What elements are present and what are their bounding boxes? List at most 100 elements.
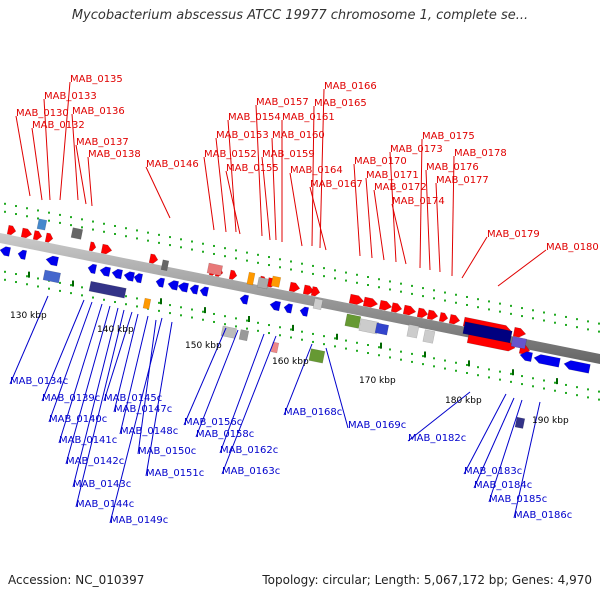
forward-gene-label: MAB_0146	[146, 159, 199, 170]
scale-tick	[169, 312, 171, 315]
scale-tick	[378, 346, 380, 349]
reverse-gene-arrow	[533, 354, 561, 368]
scale-tick	[389, 280, 391, 283]
scale-tick	[48, 287, 50, 290]
reverse-gene-arrow	[45, 255, 59, 267]
connector-line	[289, 172, 303, 247]
reverse-gene-label: MAB_0150c	[138, 446, 196, 457]
scale-tick	[444, 367, 446, 370]
scale-tick	[345, 347, 347, 350]
forward-gene-arrow	[402, 304, 417, 316]
scale-label: 190 kbp	[532, 416, 569, 426]
connector-line	[109, 317, 163, 524]
major-tick	[204, 307, 206, 314]
scale-tick	[587, 388, 589, 391]
scale-tick	[136, 229, 138, 232]
forward-gene-label: MAB_0167	[310, 179, 363, 190]
scale-tick	[554, 313, 556, 316]
reverse-gene-arrow	[133, 273, 144, 284]
forward-gene-label: MAB_0176	[426, 162, 479, 173]
scale-tick	[466, 363, 468, 366]
forward-gene-label: MAB_0166	[324, 81, 377, 92]
reverse-gene-arrow	[519, 351, 533, 362]
scale-tick	[444, 359, 446, 362]
feature-box	[270, 341, 280, 354]
scale-tick	[422, 363, 424, 366]
scale-tick	[433, 365, 435, 368]
scale-tick	[378, 278, 380, 281]
scale-tick	[356, 341, 358, 344]
scale-tick	[565, 315, 567, 318]
connector-line	[58, 303, 103, 444]
connector-line	[255, 104, 263, 237]
feature-box	[374, 322, 390, 336]
scale-tick	[257, 253, 259, 256]
reverse-gene-label: MAB_0143c	[73, 479, 131, 490]
scale-tick	[235, 317, 237, 320]
scale-tick	[213, 244, 215, 247]
scale-tick	[367, 344, 369, 347]
scale-label: 150 kbp	[185, 341, 222, 351]
scale-tick	[235, 257, 237, 260]
connector-line	[72, 307, 119, 488]
reverse-gene-label: MAB_0162c	[220, 445, 278, 456]
forward-gene-arrow	[88, 241, 97, 252]
connector-line	[473, 397, 515, 489]
scale-tick	[323, 335, 325, 338]
scale-tick	[103, 230, 105, 233]
topology-summary: Topology: circular; Length: 5,067,172 bp…	[262, 573, 592, 587]
connector-line	[221, 335, 277, 475]
connector-line	[145, 321, 173, 477]
scale-label: 180 kbp	[445, 396, 482, 406]
scale-tick	[598, 398, 600, 401]
scale-tick	[543, 387, 545, 390]
forward-gene-arrow	[426, 309, 439, 320]
scale-tick	[433, 357, 435, 360]
forward-gene-arrow	[438, 312, 449, 323]
feature-box	[238, 329, 250, 342]
reverse-gene-arrow	[0, 246, 11, 257]
scale-label: 130 kbp	[10, 311, 47, 321]
connector-line	[41, 299, 85, 402]
scale-tick	[532, 317, 534, 320]
scale-tick	[488, 308, 490, 311]
major-tick	[72, 280, 74, 287]
connector-line	[497, 249, 547, 287]
forward-gene-label: MAB_0132	[32, 120, 85, 131]
map-title: Mycobacterium abscessus ATCC 19977 chrom…	[71, 8, 529, 23]
major-tick	[248, 316, 250, 323]
connector-line	[283, 343, 313, 416]
connector-line	[71, 113, 79, 201]
scale-tick	[312, 264, 314, 267]
scale-tick	[180, 314, 182, 317]
connector-line	[309, 186, 327, 251]
scale-tick	[125, 235, 127, 238]
scale-tick	[499, 378, 501, 381]
scale-tick	[389, 356, 391, 359]
chromosome-backbone	[0, 233, 600, 364]
connector-line	[15, 115, 31, 197]
feature-box	[510, 336, 528, 350]
forward-gene-arrow	[362, 296, 379, 308]
scale-tick	[587, 328, 589, 331]
forward-gene-arrow	[390, 302, 403, 313]
scale-tick	[433, 297, 435, 300]
scale-tick	[312, 272, 314, 275]
connector-line	[9, 295, 49, 385]
forward-gene-label: MAB_0170	[354, 156, 407, 167]
connector-line	[195, 329, 239, 438]
scale-tick	[268, 264, 270, 267]
scale-tick	[70, 224, 72, 227]
connector-line	[215, 137, 227, 233]
forward-gene-label: MAB_0179	[487, 229, 540, 240]
scale-tick	[158, 309, 160, 312]
feature-box	[462, 321, 513, 344]
scale-tick	[158, 233, 160, 236]
forward-gene-label: MAB_0164	[290, 165, 343, 176]
scale-tick	[290, 268, 292, 271]
scale-tick	[37, 209, 39, 212]
scale-tick	[224, 247, 226, 250]
connector-line	[419, 138, 423, 269]
scale-tick	[191, 248, 193, 251]
